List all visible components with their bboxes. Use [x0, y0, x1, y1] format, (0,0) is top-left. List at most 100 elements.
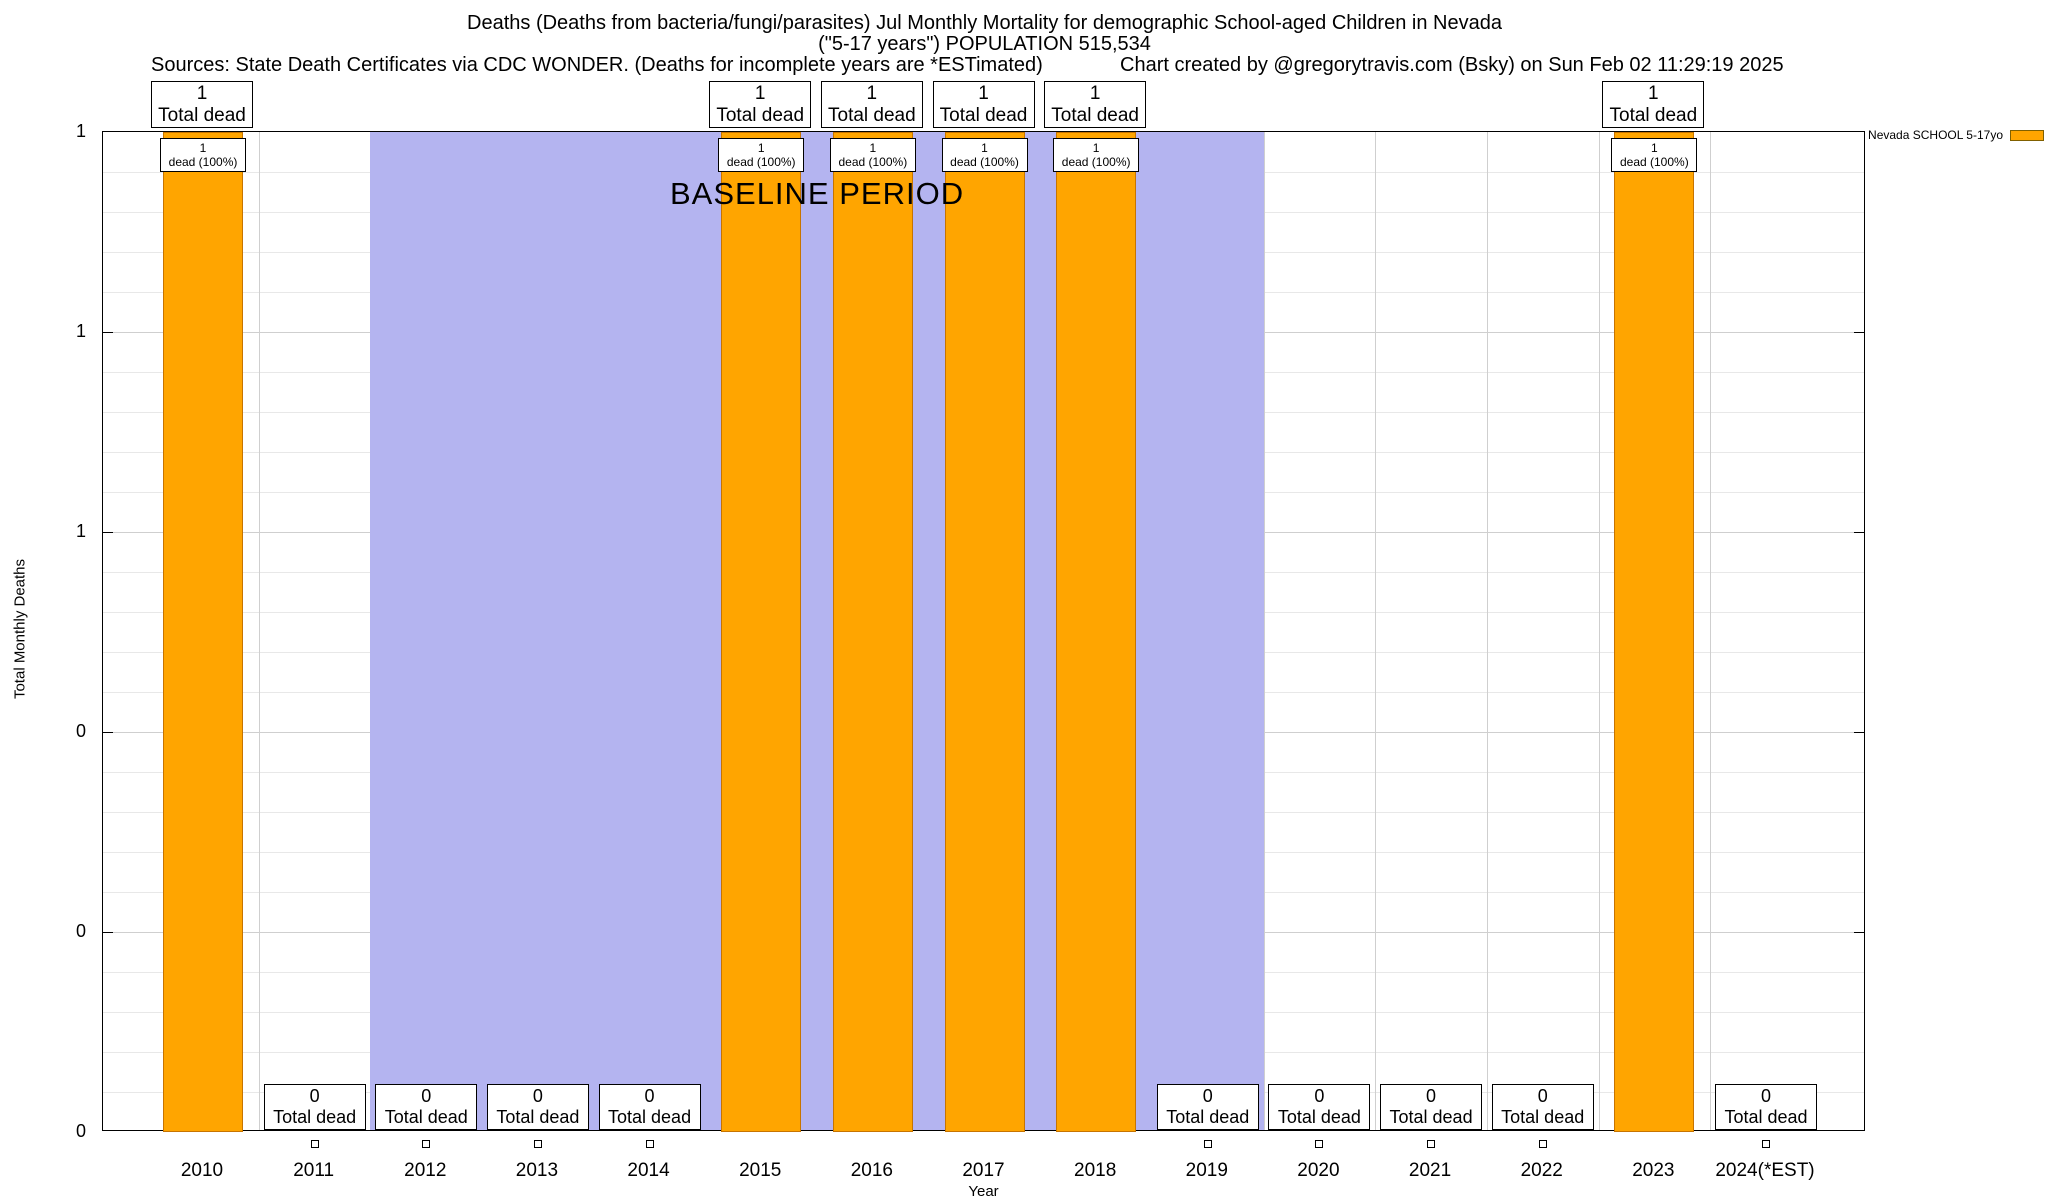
zero-marker-2012: [422, 1140, 431, 1148]
bar-value-box-2015: 1 dead (100%): [718, 138, 805, 172]
bar-value-pct-2016: dead (100%): [838, 155, 908, 169]
y-axis-tick: [1854, 532, 1864, 533]
zero-dead-count-2020: 0: [1314, 1086, 1325, 1106]
bar-value-count-2017: 1: [981, 141, 988, 155]
total-dead-label-2018: Total dead: [1051, 105, 1139, 126]
zero-marker-2013: [533, 1140, 542, 1148]
plot-area: BASELINE PERIOD 1 dead (100%) 0 Total dead 0 T…: [102, 131, 1865, 1148]
x-tick-label-2013: 2013: [515, 1160, 559, 1181]
zero-dead-label-2011: Total dead: [273, 1107, 357, 1127]
zero-dead-count-2022: 0: [1537, 1086, 1548, 1106]
zero-dead-count-2021: 0: [1426, 1086, 1437, 1106]
x-tick-label-2022: 2022: [1520, 1160, 1563, 1181]
total-dead-count-2016: 1: [866, 83, 878, 104]
zero-marker-2019: [1203, 1140, 1212, 1148]
bar-value-pct-2010: dead (100%): [168, 155, 238, 169]
zero-dead-box-2021: 0 Total dead: [1380, 1084, 1483, 1130]
bar-2023: [1614, 132, 1695, 1132]
total-dead-box-2015: 1 Total dead: [709, 81, 812, 128]
y-tick-label: 1: [75, 521, 86, 541]
bar-value-box-2017: 1 dead (100%): [941, 138, 1028, 172]
zero-dead-count-2019: 0: [1202, 1086, 1213, 1106]
total-dead-box-2016: 1 Total dead: [820, 81, 923, 128]
y-axis-tick: [1854, 932, 1864, 933]
v-gridline: [258, 132, 260, 1130]
x-tick-label-2021: 2021: [1408, 1160, 1452, 1181]
y-tick-label: 0: [75, 1121, 86, 1141]
total-dead-label-2016: Total dead: [828, 105, 916, 126]
zero-dead-count-2013: 0: [532, 1086, 543, 1106]
bar-2010: [163, 132, 243, 1132]
bar-2018: [1056, 132, 1137, 1132]
x-tick-label-2019: 2019: [1185, 1160, 1228, 1181]
zero-dead-label-2014: Total dead: [608, 1107, 692, 1127]
x-tick-label-2016: 2016: [850, 1160, 893, 1181]
y-axis-tick: [103, 332, 113, 333]
total-dead-label-2023: Total dead: [1609, 105, 1698, 126]
chart-title: Deaths (Deaths from bacteria/fungi/paras…: [467, 12, 1502, 34]
zero-dead-count-2024(*EST): 0: [1760, 1086, 1771, 1106]
bar-value-count-2018: 1: [1092, 141, 1100, 155]
bar-value-box-2016: 1 dead (100%): [829, 138, 916, 172]
y-axis-tick: [103, 732, 113, 733]
x-axis-title: Year: [968, 1183, 999, 1200]
zero-dead-box-2022: 0 Total dead: [1491, 1084, 1594, 1130]
total-dead-count-2018: 1: [1089, 83, 1101, 104]
bar-2017: [944, 132, 1025, 1132]
y-axis-tick-labels: 1 1 1 0 0 0: [0, 121, 94, 1141]
zero-marker-2024(*EST): [1762, 1140, 1770, 1148]
zero-dead-label-2024(*EST): Total dead: [1724, 1107, 1808, 1127]
legend: Nevada SCHOOL 5-17yo: [1868, 128, 2044, 142]
total-dead-top-boxes: 1 Total dead 1 Total dead 1 Total dead 1 Total …: [102, 81, 1865, 129]
v-gridline: [1710, 132, 1712, 1130]
total-dead-label-2015: Total dead: [716, 105, 805, 126]
x-tick-label-2011: 2011: [293, 1160, 335, 1181]
zero-dead-box-2014: 0 Total dead: [598, 1084, 701, 1130]
total-dead-label-2017: Total dead: [939, 105, 1028, 126]
chart-credit-note: Chart created by @gregorytravis.com (Bsk…: [1120, 54, 1784, 76]
bar-value-count-2023: 1: [1651, 141, 1658, 155]
y-tick-label: 1: [75, 121, 86, 141]
v-gridline: [1263, 132, 1265, 1130]
zero-dead-label-2013: Total dead: [496, 1107, 580, 1127]
zero-dead-label-2022: Total dead: [1501, 1107, 1585, 1127]
total-dead-count-2017: 1: [978, 83, 989, 104]
y-axis-title: Total Monthly Deaths: [11, 558, 29, 700]
x-tick-label-2018: 2018: [1074, 1160, 1117, 1181]
x-axis-tick-labels: 2010 2011 2012 2013 2014 2015 2016 2017 2018 2019…: [102, 1160, 1865, 1182]
legend-swatch: [2010, 129, 2044, 141]
x-tick-label-2017: 2017: [962, 1160, 1005, 1181]
x-tick-label-2015: 2015: [739, 1160, 782, 1181]
y-axis-tick: [1854, 732, 1864, 733]
bar-value-pct-2023: dead (100%): [1619, 155, 1689, 169]
total-dead-box-2017: 1 Total dead: [932, 81, 1035, 128]
total-dead-count-2023: 1: [1648, 83, 1659, 104]
zero-dead-label-2020: Total dead: [1277, 1107, 1361, 1127]
zero-marker-2014: [645, 1140, 654, 1148]
zero-dead-box-2019: 0 Total dead: [1156, 1084, 1259, 1130]
zero-dead-count-2012: 0: [421, 1086, 432, 1106]
y-tick-label: 0: [75, 921, 86, 941]
zero-marker-2022: [1538, 1140, 1547, 1148]
x-tick-label-2014: 2014: [627, 1160, 670, 1181]
y-axis-tick: [103, 532, 113, 533]
zero-dead-label-2012: Total dead: [384, 1107, 468, 1127]
total-dead-label-2010: Total dead: [158, 105, 246, 126]
chart-sources-note: Sources: State Death Certificates via CD…: [151, 54, 1043, 76]
zero-dead-box-2011: 0 Total dead: [263, 1084, 366, 1130]
x-tick-label-2010: 2010: [180, 1160, 224, 1181]
total-dead-count-2015: 1: [754, 83, 766, 104]
v-gridline: [1375, 132, 1377, 1130]
y-axis-tick: [103, 932, 113, 933]
bar-value-pct-2015: dead (100%): [726, 155, 796, 169]
v-gridline: [1486, 132, 1488, 1130]
bar-value-box-2023: 1 dead (100%): [1611, 138, 1698, 172]
bar-2015: [721, 132, 802, 1132]
bar-value-count-2015: 1: [757, 141, 765, 155]
bar-2016: [832, 132, 913, 1132]
zero-dead-label-2019: Total dead: [1166, 1107, 1250, 1127]
x-tick-label-2020: 2020: [1297, 1160, 1340, 1181]
x-tick-label-2012: 2012: [404, 1160, 447, 1181]
y-tick-label: 0: [75, 721, 86, 741]
